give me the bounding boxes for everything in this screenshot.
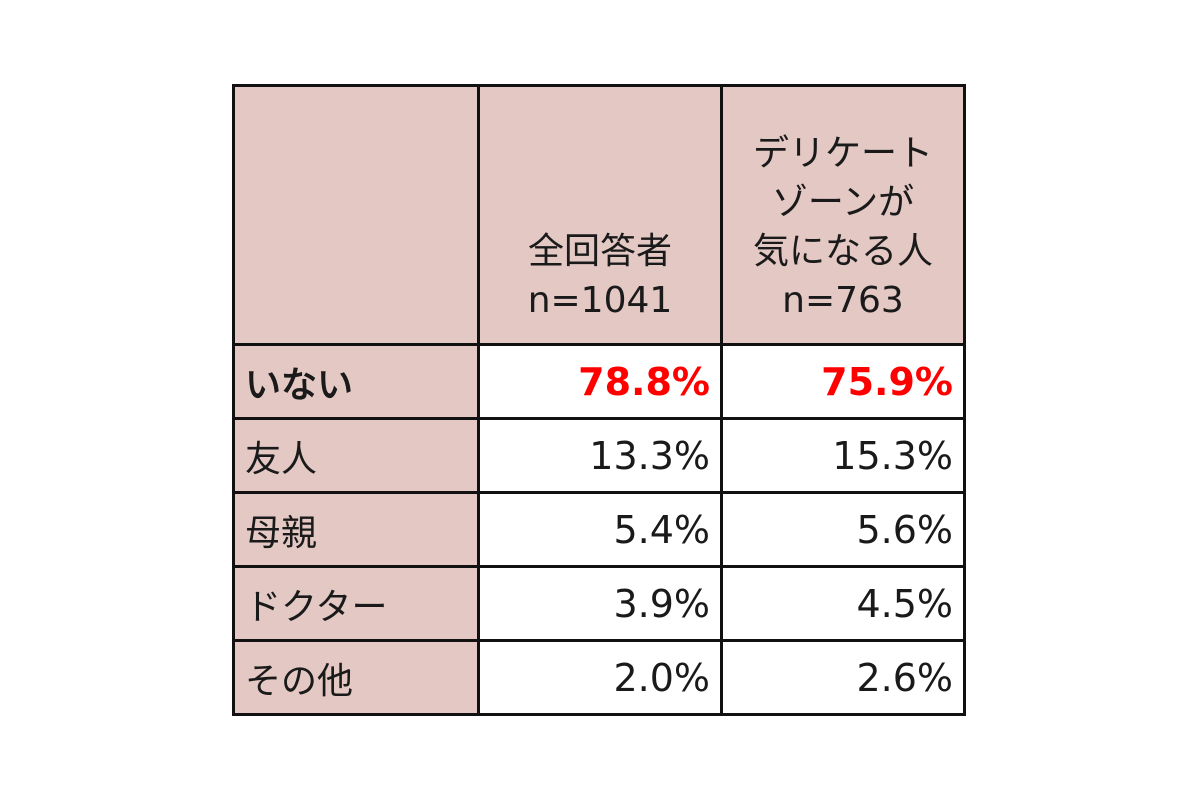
row-label-doctor: ドクター bbox=[232, 565, 480, 642]
results-table: 全回答者 n=1041 デリケート ゾーンが 気になる人 n=763 いない 7… bbox=[232, 84, 966, 716]
table-header-row: 全回答者 n=1041 デリケート ゾーンが 気になる人 n=763 bbox=[232, 84, 966, 346]
value-friend-dz: 15.3% bbox=[720, 417, 966, 494]
value-none-all: 78.8% bbox=[477, 343, 723, 420]
table-row: その他 2.0% 2.6% bbox=[232, 639, 966, 716]
value-other-all: 2.0% bbox=[477, 639, 723, 716]
header-dz-line-2: ゾーンが bbox=[771, 182, 915, 223]
value-friend-all: 13.3% bbox=[477, 417, 723, 494]
header-delicate-zone: デリケート ゾーンが 気になる人 n=763 bbox=[720, 84, 966, 346]
value-mother-dz: 5.6% bbox=[720, 491, 966, 568]
row-label-other: その他 bbox=[232, 639, 480, 716]
table-row: いない 78.8% 75.9% bbox=[232, 343, 966, 420]
row-label-none: いない bbox=[232, 343, 480, 420]
table-row: ドクター 3.9% 4.5% bbox=[232, 565, 966, 642]
header-corner-cell bbox=[232, 84, 480, 346]
row-label-friend: 友人 bbox=[232, 417, 480, 494]
header-dz-line-1: デリケート bbox=[752, 133, 933, 174]
header-dz-line-4: n=763 bbox=[782, 280, 904, 321]
table-row: 母親 5.4% 5.6% bbox=[232, 491, 966, 568]
header-dz-line-3: 気になる人 bbox=[752, 231, 933, 272]
header-all-line-2: n=1041 bbox=[527, 280, 673, 321]
results-table-wrapper: 全回答者 n=1041 デリケート ゾーンが 気になる人 n=763 いない 7… bbox=[232, 84, 966, 716]
header-all-line-1: 全回答者 bbox=[527, 231, 672, 272]
table-row: 友人 13.3% 15.3% bbox=[232, 417, 966, 494]
value-doctor-all: 3.9% bbox=[477, 565, 723, 642]
value-mother-all: 5.4% bbox=[477, 491, 723, 568]
row-label-mother: 母親 bbox=[232, 491, 480, 568]
value-doctor-dz: 4.5% bbox=[720, 565, 966, 642]
value-other-dz: 2.6% bbox=[720, 639, 966, 716]
header-all-respondents: 全回答者 n=1041 bbox=[477, 84, 723, 346]
value-none-dz: 75.9% bbox=[720, 343, 966, 420]
